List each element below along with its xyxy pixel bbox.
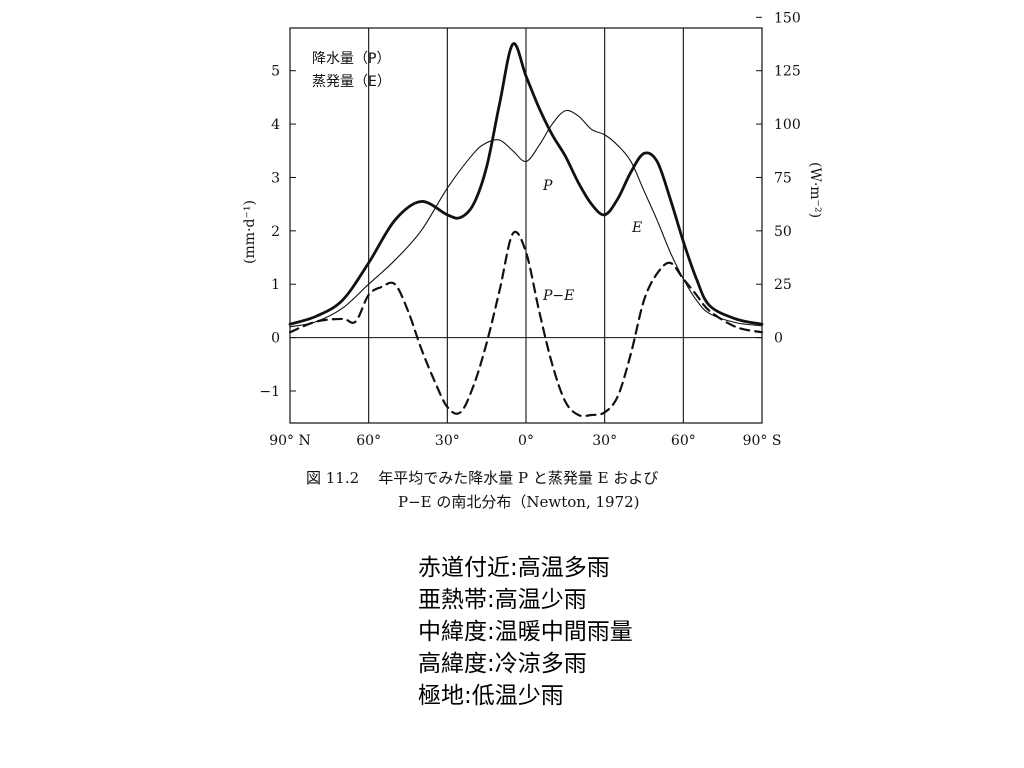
y-axis-label-right: (W·m⁻²) <box>807 162 823 218</box>
x-tick-label: 90° S <box>743 433 782 449</box>
series-label-p-minus-e: P−E <box>542 288 574 304</box>
legend-entry-evaporation: 蒸発量（E） <box>312 74 391 90</box>
note-mid-latitude: 中緯度:温暖中間雨量 <box>418 619 633 645</box>
y-tick-label-right: 0 <box>774 331 783 347</box>
series-label-e: E <box>631 220 642 236</box>
y-tick-label-left: 1 <box>271 277 280 293</box>
y-tick-label-right: 75 <box>774 170 792 186</box>
y-tick-label-left: 2 <box>271 224 280 240</box>
legend-entry-precipitation: 降水量（P） <box>312 51 390 67</box>
figure-caption: 図 11.2 年平均でみた降水量 P と蒸発量 E および P−E の南北分布（… <box>306 466 786 514</box>
series-line-p <box>288 42 764 326</box>
chart-grid <box>290 28 762 423</box>
y-axis-label-left: (mm·d⁻¹) <box>242 200 258 264</box>
note-high-latitude: 高緯度:冷涼多雨 <box>418 651 587 677</box>
series-label-p: P <box>542 178 553 194</box>
plot-frame <box>289 27 763 424</box>
y-tick-label-left: 3 <box>271 170 280 186</box>
series-line-e <box>289 109 763 328</box>
caption-line-2: P−E の南北分布（Newton, 1972) <box>398 493 640 511</box>
x-tick-label: 30° <box>435 433 460 449</box>
y-tick-label-left: 0 <box>271 331 280 347</box>
y-tick-label-right: 125 <box>774 64 801 80</box>
note-subtropics: 亜熱帯:高温少雨 <box>418 587 587 613</box>
series-layer <box>288 42 764 418</box>
y-tick-label-left: 5 <box>271 64 280 80</box>
y-tick-label-right: 100 <box>774 117 801 133</box>
climate-zone-notes: 赤道付近:高温多雨 亜熱帯:高温少雨 中緯度:温暖中間雨量 高緯度:冷涼多雨 極… <box>418 552 633 712</box>
y-tick-label-right: 50 <box>774 224 792 240</box>
note-polar: 極地:低温少雨 <box>418 683 564 709</box>
y-tick-label-left: 4 <box>271 117 280 133</box>
figure-number: 図 11.2 <box>306 469 360 487</box>
x-tick-label: 60° <box>671 433 696 449</box>
note-equator: 赤道付近:高温多雨 <box>418 555 610 581</box>
tick-labels: 90° N 60° 30° 0° 30° 60° 90° S−101234502550751… <box>259 10 800 449</box>
x-tick-label: 0° <box>518 433 534 449</box>
y-tick-label-right: 150 <box>774 10 801 26</box>
caption-line-1: 年平均でみた降水量 P と蒸発量 E および <box>378 469 659 487</box>
series-line-p-minus-e <box>288 230 764 418</box>
y-tick-label-left: −1 <box>259 384 280 400</box>
x-tick-label: 60° <box>356 433 381 449</box>
y-tick-label-right: 25 <box>774 277 792 293</box>
latitude-precipitation-chart: 90° N 60° 30° 0° 30° 60° 90° S−101234502550751… <box>242 10 823 449</box>
x-tick-label: 90° N <box>269 433 311 449</box>
x-tick-label: 30° <box>592 433 617 449</box>
